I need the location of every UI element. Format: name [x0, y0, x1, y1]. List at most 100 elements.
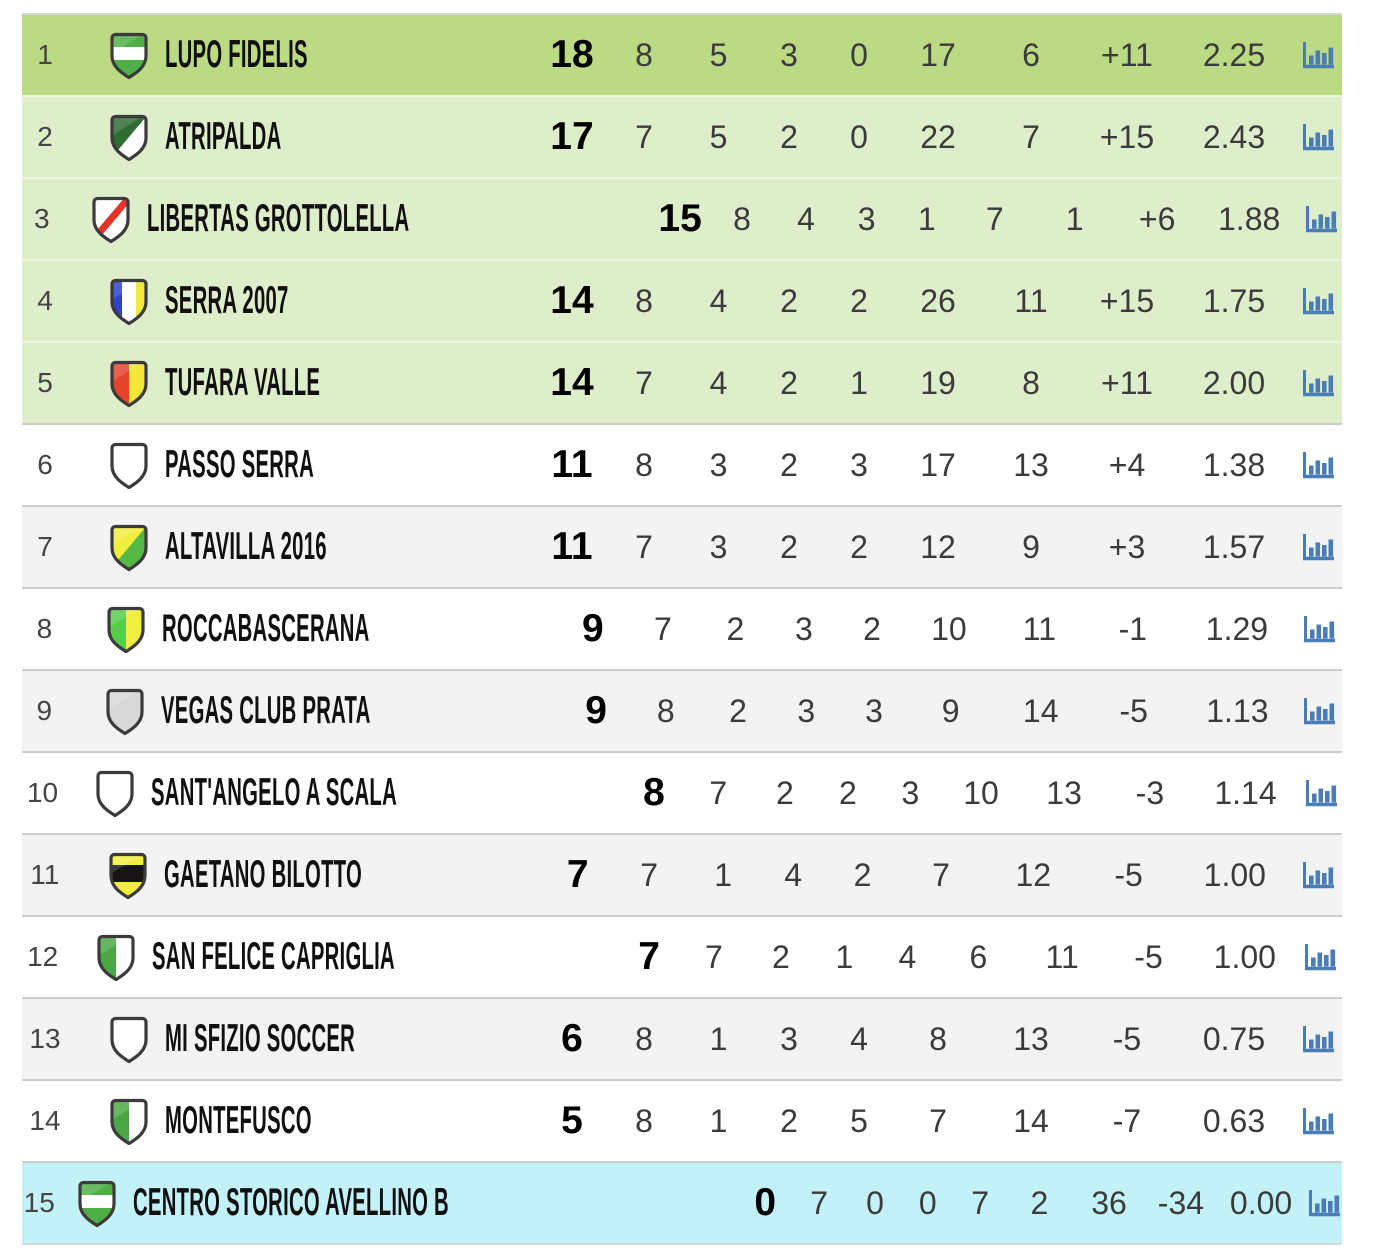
team-name-label: LUPO FIDELIS	[165, 33, 308, 76]
points-avg-value: 2.00	[1202, 364, 1266, 401]
position-number: 7	[37, 531, 53, 562]
points-value: 11	[551, 525, 593, 568]
bar-chart-icon	[1303, 616, 1335, 643]
games-played-value: 8	[656, 692, 675, 729]
draws-value: 2	[780, 1102, 798, 1139]
goals-against-value: 14	[1013, 1102, 1049, 1139]
team-stats-link[interactable]	[1294, 531, 1342, 563]
wins-value: 1	[714, 856, 732, 893]
shield-icon	[106, 688, 144, 736]
points-value: 0	[754, 1181, 777, 1224]
team-stats-link[interactable]	[1294, 121, 1342, 153]
team-stats-link[interactable]	[1299, 777, 1342, 809]
team-name: MI SFIZIO SOCCER	[150, 1017, 539, 1061]
team-name-label: VEGAS CLUB PRATA	[161, 689, 371, 732]
table-row: 3 LIBERTAS GROTTOLELLA 15 8 4 3 1 7 1 +6…	[22, 177, 1342, 259]
losses-value: 3	[850, 446, 868, 483]
bar-chart-icon	[1305, 944, 1337, 971]
team-badge-icon	[56, 1178, 117, 1228]
wins-value: 2	[775, 774, 794, 811]
wins-value: 1	[709, 1020, 728, 1057]
team-name-label: SANT'ANGELO A SCALA	[151, 771, 398, 814]
games-played-value: 7	[709, 774, 728, 811]
draws-value: 2	[780, 446, 798, 483]
team-name-label: GAETANO BILOTTO	[164, 853, 363, 896]
goals-for-value: 12	[920, 528, 956, 565]
games-played-value: 7	[704, 938, 723, 975]
points-avg-value: 1.57	[1202, 528, 1266, 565]
team-stats-link[interactable]	[1294, 859, 1342, 891]
goal-diff-value: -5	[1134, 938, 1163, 975]
points-avg-value: 1.75	[1202, 282, 1266, 319]
wins-value: 3	[709, 528, 728, 565]
goal-diff-value: +4	[1108, 446, 1146, 483]
team-stats-link[interactable]	[1306, 1187, 1342, 1219]
team-badge-icon	[68, 1014, 150, 1064]
team-badge-icon	[68, 850, 149, 900]
team-name-label: ALTAVILLA 2016	[165, 525, 327, 568]
team-stats-link[interactable]	[1294, 449, 1342, 481]
wins-value: 4	[709, 364, 728, 401]
team-badge-icon	[68, 358, 150, 408]
goals-for-value: 7	[932, 856, 950, 893]
position-number: 10	[26, 777, 59, 808]
points-avg-value: 1.13	[1206, 692, 1269, 729]
points-value: 6	[561, 1017, 583, 1060]
team-name: VEGAS CLUB PRATA	[146, 689, 564, 733]
team-stats-link[interactable]	[1294, 367, 1342, 399]
games-played-value: 8	[635, 1102, 653, 1139]
goal-diff-value: +6	[1138, 200, 1176, 237]
goal-diff-value: +15	[1099, 118, 1155, 155]
losses-value: 7	[971, 1184, 990, 1221]
goal-diff-value: +3	[1108, 528, 1146, 565]
games-played-value: 7	[635, 528, 653, 565]
table-row: 1 LUPO FIDELIS 18 8 5 3 0 17 6 +11 2.25	[22, 13, 1342, 95]
wins-value: 4	[709, 282, 728, 319]
team-badge-icon	[68, 276, 150, 326]
points-value: 7	[638, 935, 660, 978]
team-stats-link[interactable]	[1295, 695, 1342, 727]
goals-for-value: 22	[920, 118, 956, 155]
goal-diff-value: -5	[1119, 692, 1148, 729]
bar-chart-icon	[1303, 370, 1334, 397]
goal-diff-value: -5	[1112, 1020, 1142, 1057]
points-value: 14	[550, 279, 594, 322]
team-badge-icon	[68, 30, 150, 80]
shield-icon	[110, 524, 148, 572]
goals-against-value: 36	[1091, 1184, 1127, 1221]
shield-icon	[96, 770, 134, 818]
wins-value: 3	[709, 446, 728, 483]
losses-value: 3	[865, 692, 883, 729]
team-stats-link[interactable]	[1294, 1023, 1342, 1055]
table-row: 10 SANT'ANGELO A SCALA 8 7 2 2 3 10 13 -…	[22, 751, 1342, 833]
shield-icon	[110, 278, 148, 326]
team-stats-link[interactable]	[1294, 39, 1342, 71]
games-played-value: 7	[635, 118, 653, 155]
draws-value: 2	[780, 118, 798, 155]
points-avg-value: 1.00	[1203, 856, 1266, 893]
team-stats-link[interactable]	[1295, 613, 1342, 645]
points-avg-value: 0.63	[1202, 1102, 1266, 1139]
wins-value: 2	[772, 938, 790, 975]
team-name-label: SERRA 2007	[165, 279, 289, 322]
points-avg-value: 2.43	[1202, 118, 1266, 155]
team-badge-icon	[68, 1096, 150, 1146]
games-played-value: 7	[640, 856, 659, 893]
bar-chart-icon	[1303, 288, 1334, 315]
team-badge-icon	[63, 768, 136, 818]
points-value: 17	[550, 115, 594, 158]
points-avg-value: 1.14	[1214, 774, 1277, 811]
team-stats-link[interactable]	[1299, 941, 1342, 973]
team-stats-link[interactable]	[1294, 1105, 1342, 1137]
team-stats-link[interactable]	[1301, 203, 1342, 235]
draws-value: 1	[835, 938, 854, 975]
goals-for-value: 7	[985, 200, 1004, 237]
team-stats-link[interactable]	[1294, 285, 1342, 317]
bar-chart-icon	[1305, 780, 1337, 807]
team-name: SAN FELICE CAPRIGLIA	[137, 935, 619, 979]
goals-for-value: 17	[920, 36, 956, 73]
goals-against-value: 6	[1022, 36, 1040, 73]
position-number: 6	[37, 449, 53, 480]
bar-chart-icon	[1308, 1190, 1340, 1217]
losses-value: 3	[901, 774, 920, 811]
